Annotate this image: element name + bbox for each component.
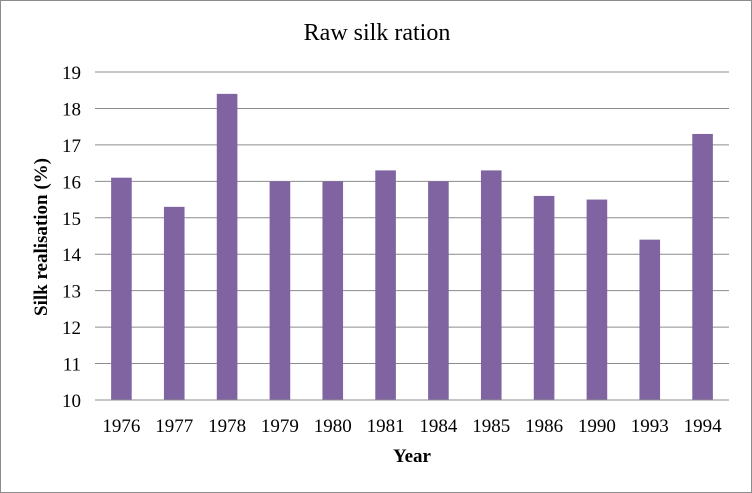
x-tick-label: 1980: [314, 416, 352, 437]
y-tick-label: 16: [62, 172, 81, 193]
x-tick-label: 1977: [155, 416, 193, 437]
y-tick-label: 12: [62, 318, 81, 339]
y-tick-labels: 10 11 12 13 14 15 16 17 18 19: [62, 63, 82, 412]
y-tick-label: 17: [62, 136, 81, 157]
chart-title: Raw silk ration: [304, 20, 451, 46]
x-tick-labels: 1976 1977 1978 1979 1980 1981 1984 1985 1986 1990…: [102, 416, 722, 437]
x-tick-label: 1994: [684, 416, 723, 437]
bar-1984: [428, 181, 449, 400]
y-tick-label: 15: [62, 209, 81, 230]
y-tick-label: 10: [62, 391, 81, 412]
y-axis-title: Silk realisation (%): [31, 158, 52, 316]
bar-1985: [480, 170, 502, 400]
x-tick-label: 1976: [102, 416, 140, 437]
bars: [111, 93, 713, 400]
bar-1977: [163, 206, 185, 400]
bar-1990: [586, 199, 608, 400]
x-tick-label: 1978: [208, 416, 246, 437]
y-tick-label: 18: [62, 99, 81, 120]
gridlines: [95, 71, 729, 365]
x-tick-label: 1993: [631, 416, 669, 437]
x-axis-title: Year: [393, 446, 432, 467]
y-tick-label: 19: [62, 63, 81, 84]
x-tick-label: 1990: [578, 416, 616, 437]
bar-1978: [216, 93, 238, 400]
bar-1980: [322, 181, 344, 400]
bar-1986: [533, 195, 555, 400]
bar-1981: [375, 170, 396, 400]
y-tick-label: 11: [63, 355, 81, 376]
bar-1979: [269, 181, 291, 400]
bar-1993: [639, 239, 661, 400]
y-tick-label: 14: [62, 245, 82, 266]
x-tick-label: 1979: [261, 416, 299, 437]
x-tick-label: 1981: [367, 416, 405, 437]
x-tick-label: 1986: [525, 416, 563, 437]
x-tick-label: 1984: [419, 416, 458, 437]
bar-1976: [111, 177, 132, 400]
bar-1994: [692, 133, 713, 400]
x-tick-label: 1985: [472, 416, 510, 437]
y-tick-label: 13: [62, 282, 81, 303]
